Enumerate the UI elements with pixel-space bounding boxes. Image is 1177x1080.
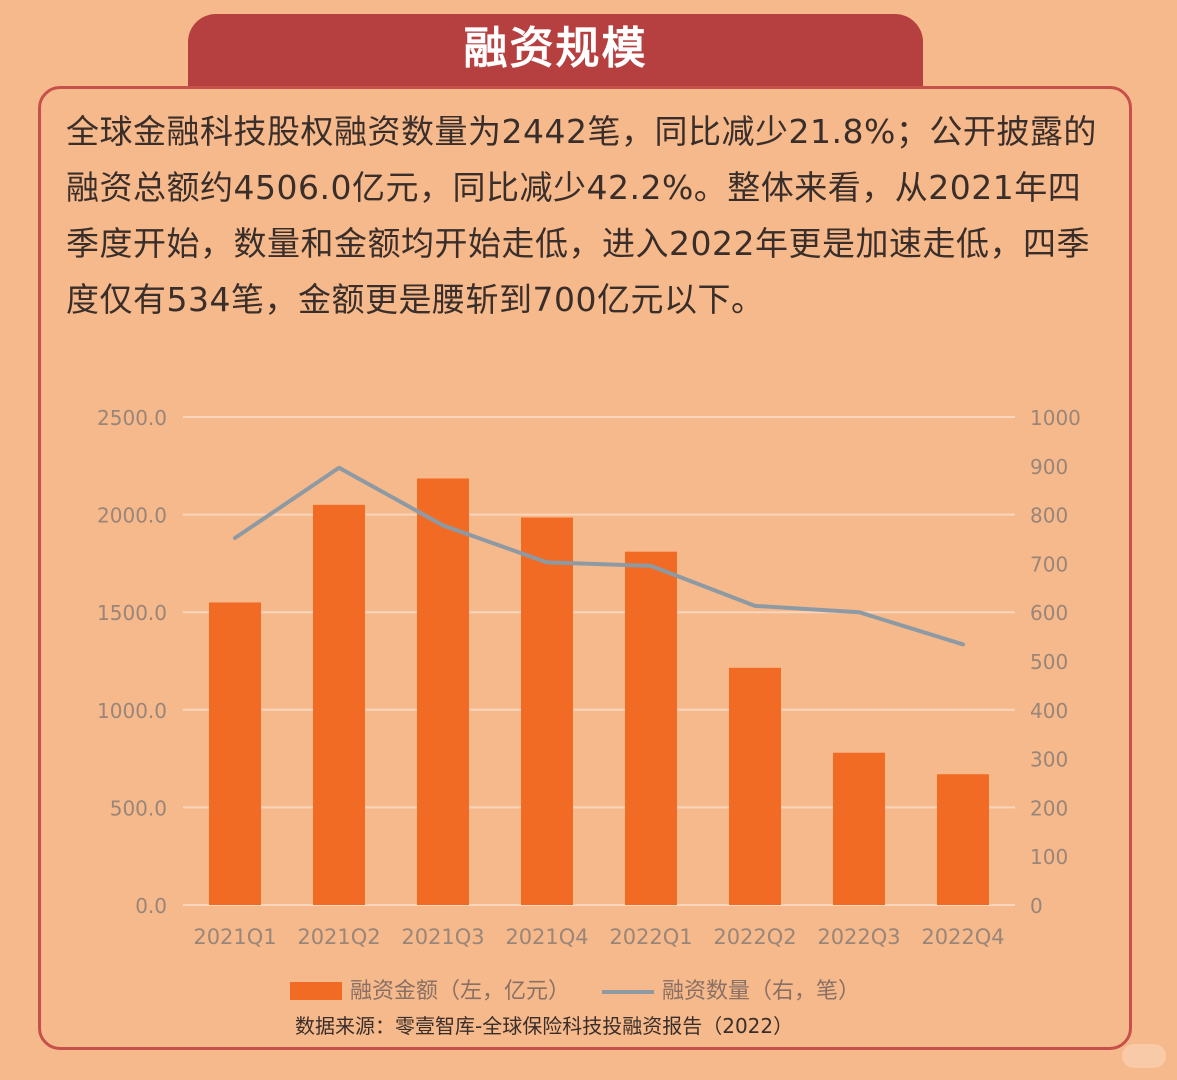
y-left-tick-label: 2000.0	[97, 504, 167, 528]
x-tick-label: 2022Q1	[609, 925, 692, 949]
data-source: 数据来源：零壹智库-全球保险科技投融资报告（2022）	[295, 1014, 794, 1038]
bar	[417, 478, 469, 905]
bar	[313, 504, 365, 905]
y-left-tick-label: 500.0	[110, 796, 167, 820]
x-tick-label: 2021Q1	[193, 925, 276, 949]
y-left-tick-label: 0.0	[135, 894, 167, 918]
y-left-tick-label: 2500.0	[97, 406, 167, 430]
y-right-tick-label: 700	[1030, 552, 1068, 576]
bar	[937, 774, 989, 905]
x-tick-label: 2021Q2	[297, 925, 380, 949]
y-right-tick-label: 1000	[1030, 406, 1081, 430]
bar	[833, 752, 885, 905]
y-right-tick-label: 600	[1030, 601, 1068, 625]
x-tick-label: 2022Q4	[921, 925, 1004, 949]
bar	[729, 667, 781, 905]
chart-legend: 融资金额（左，亿元） 融资数量（右，笔）	[290, 975, 910, 1011]
y-right-tick-label: 0	[1030, 894, 1043, 918]
y-left-tick-label: 1000.0	[97, 699, 167, 723]
legend-swatch-bar	[290, 982, 342, 1000]
legend-item-amount: 融资金额（左，亿元）	[290, 975, 590, 1011]
y-right-tick-label: 400	[1030, 699, 1068, 723]
bar	[209, 602, 261, 905]
y-right-tick-label: 200	[1030, 796, 1068, 820]
y-right-tick-label: 500	[1030, 650, 1068, 674]
y-right-tick-label: 300	[1030, 748, 1068, 772]
y-right-tick-label: 800	[1030, 504, 1068, 528]
legend-label-count: 融资数量（右，笔）	[662, 979, 861, 1004]
count-line	[233, 465, 965, 647]
watermark	[1122, 1044, 1166, 1068]
y-right-tick-label: 100	[1030, 845, 1068, 869]
y-left-tick-label: 1500.0	[97, 601, 167, 625]
legend-label-amount: 融资金额（左，亿元）	[350, 979, 571, 1004]
x-tick-label: 2022Q2	[713, 925, 796, 949]
x-tick-label: 2021Q3	[401, 925, 484, 949]
summary-paragraph: 全球金融科技股权融资数量为2442笔，同比减少21.8%；公开披露的融资总额约4…	[66, 112, 1097, 319]
page-title: 融资规模	[463, 23, 648, 74]
legend-swatch-line	[602, 990, 654, 994]
y-right-tick-label: 900	[1030, 455, 1068, 479]
legend-item-count: 融资数量（右，笔）	[602, 975, 902, 1011]
x-tick-label: 2021Q4	[505, 925, 588, 949]
x-tick-label: 2022Q3	[817, 925, 900, 949]
bar	[521, 517, 573, 905]
bar	[625, 551, 677, 905]
